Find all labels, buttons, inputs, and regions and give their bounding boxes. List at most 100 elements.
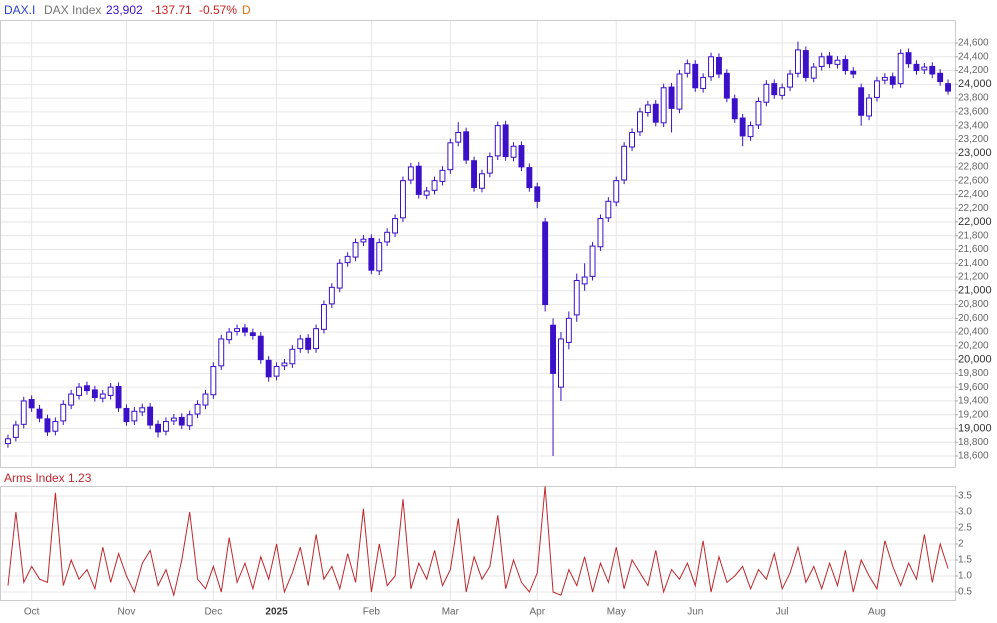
y-tick-label: 19,800 — [958, 368, 989, 379]
candle-body — [573, 279, 580, 316]
candle-body — [597, 218, 604, 248]
candle-body — [407, 166, 414, 181]
candle-body — [581, 276, 588, 285]
candle-body — [834, 59, 841, 65]
candle-body — [716, 56, 722, 75]
candle-body — [905, 52, 912, 65]
y-tick-label: 18,800 — [958, 437, 989, 448]
candle-body — [826, 55, 833, 65]
candle-body — [534, 186, 541, 202]
candle-body — [360, 238, 367, 243]
candle-body — [392, 218, 398, 234]
y-tick-label: 0.5 — [958, 587, 972, 598]
x-tick-label: Mar — [442, 607, 460, 618]
candle-body — [565, 317, 572, 343]
candle-body — [660, 87, 667, 124]
candle-body — [755, 101, 762, 126]
candle-body — [210, 366, 217, 396]
candle-body — [447, 142, 454, 171]
candle-body — [328, 286, 335, 305]
y-tick-label: 23,200 — [958, 134, 989, 145]
y-tick-label: 20,000 — [958, 354, 992, 366]
candle-body — [455, 132, 462, 143]
y-tick-label: 18,600 — [958, 451, 989, 462]
y-tick-label: 24,400 — [958, 51, 989, 62]
candle-body — [479, 173, 485, 189]
y-tick-label: 2.5 — [958, 523, 972, 534]
y-tick-label: 23,600 — [958, 106, 989, 117]
candle-body — [739, 117, 746, 137]
candle-body — [384, 231, 391, 243]
candle-body — [463, 131, 470, 161]
candle-body — [802, 50, 809, 78]
candle-body — [589, 245, 596, 277]
candle-body — [558, 338, 564, 388]
period: D — [242, 3, 251, 17]
candle-body — [637, 111, 643, 133]
candle-body — [99, 393, 106, 399]
x-tick-label: 2025 — [265, 607, 288, 618]
y-tick-label: 24,600 — [958, 38, 989, 49]
x-tick-label: Dec — [204, 607, 222, 618]
y-tick-label: 22,600 — [958, 175, 989, 186]
candle-body — [913, 63, 920, 72]
y-tick-label: 1.0 — [958, 571, 972, 582]
candle-body — [629, 132, 635, 148]
candle-body — [700, 76, 707, 89]
x-tick-label: Jun — [687, 607, 703, 618]
candle-body — [178, 416, 185, 426]
candle-body — [668, 86, 675, 109]
candle-body — [368, 237, 375, 271]
candle-body — [723, 72, 730, 99]
y-tick-label: 21,800 — [958, 230, 989, 241]
candle-body — [889, 76, 896, 85]
candle-body — [352, 242, 359, 258]
candle-body — [542, 221, 549, 306]
candle-body — [692, 63, 699, 89]
candle-body — [115, 385, 122, 409]
candle-body — [28, 399, 35, 409]
candle-body — [858, 87, 865, 116]
candle-body — [265, 359, 272, 378]
y-tick-label: 3.0 — [958, 507, 972, 518]
x-tick-label: May — [607, 607, 626, 618]
candle-body — [486, 156, 493, 174]
candle-body — [242, 327, 248, 333]
candle-body — [313, 328, 319, 350]
candle-body — [289, 348, 296, 365]
candle-body — [123, 407, 130, 423]
candle-body — [874, 80, 880, 98]
index-name: DAX Index — [44, 3, 101, 17]
candle-body — [257, 335, 264, 361]
y-tick-label: 21,000 — [958, 285, 992, 297]
x-tick-label: Feb — [363, 607, 381, 618]
candle-body — [170, 417, 177, 422]
y-tick-label: 1.5 — [958, 555, 972, 566]
candle-body — [494, 125, 501, 157]
candle-body — [684, 63, 691, 74]
candle-body — [921, 66, 928, 71]
candle-body — [68, 393, 75, 406]
change-percent: -0.57% — [199, 3, 237, 17]
y-tick-label: 3.5 — [958, 491, 972, 502]
candle-body — [76, 386, 82, 396]
candle-body — [91, 389, 98, 398]
candle-body — [415, 165, 422, 195]
candle-body — [131, 410, 138, 422]
candle-body — [550, 324, 556, 374]
candle-body — [795, 49, 801, 74]
y-tick-label: 22,000 — [958, 216, 992, 228]
candle-body — [376, 242, 383, 272]
price-panel-frame — [0, 20, 956, 468]
change: -137.71 — [151, 3, 192, 17]
candle-body — [218, 338, 225, 367]
y-tick-label: 22,200 — [958, 203, 989, 214]
candle-body — [44, 418, 51, 433]
y-tick-label: 21,600 — [958, 244, 989, 255]
candle-body — [321, 304, 327, 330]
candle-body — [731, 98, 738, 120]
candle-body — [249, 332, 256, 337]
y-tick-label: 24,200 — [958, 65, 989, 76]
candle-body — [20, 400, 27, 425]
